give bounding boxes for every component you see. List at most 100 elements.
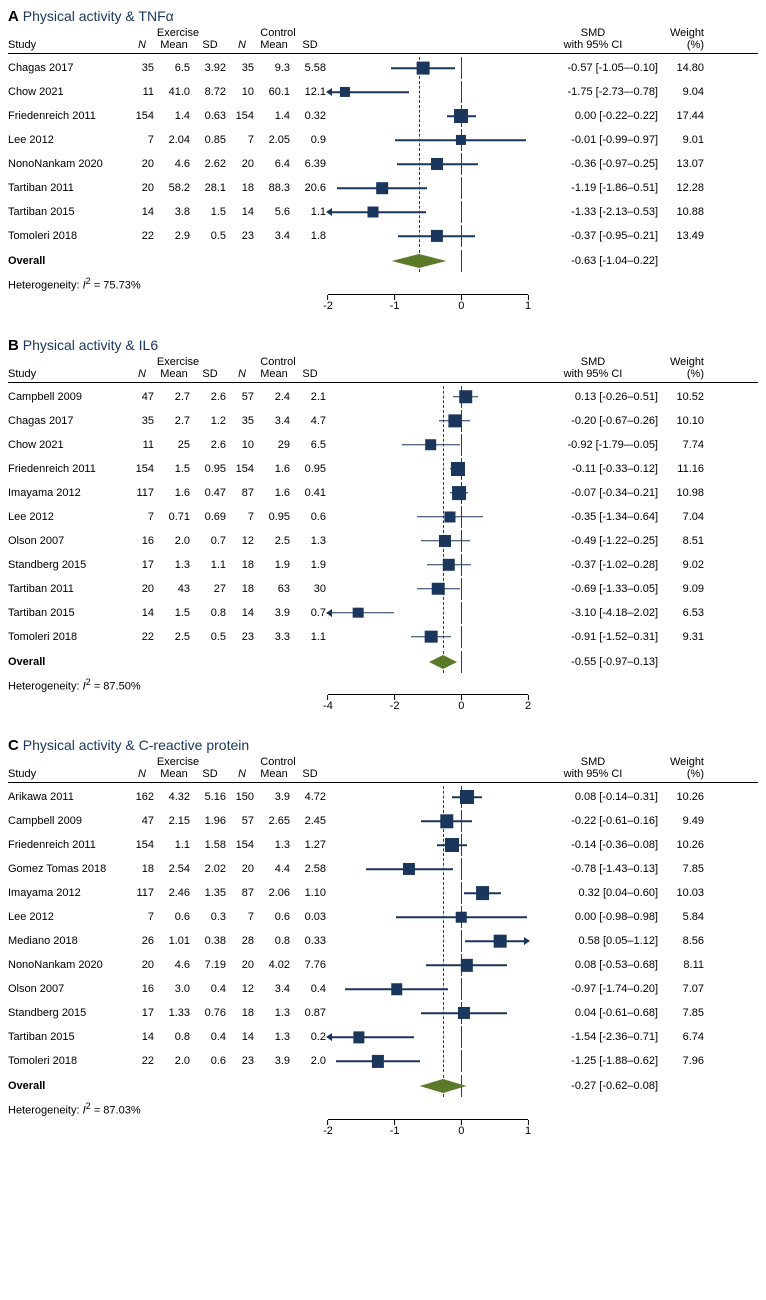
- cell-exercise-n: 14: [128, 607, 156, 619]
- cell-weight: 14.80: [658, 62, 704, 74]
- cell-exercise-sd: 7.19: [192, 959, 228, 971]
- cell-control-sd: 0.7: [292, 607, 328, 619]
- cell-exercise-mean: 1.3: [156, 559, 192, 571]
- cell-smd: -0.97 [-1.74–0.20]: [528, 983, 658, 995]
- cell-control-n: 87: [228, 487, 256, 499]
- x-tick: 2: [525, 695, 531, 712]
- cell-control-sd: 2.0: [292, 1055, 328, 1067]
- overall-line: [443, 882, 445, 904]
- cell-smd: 0.00 [-0.98–0.98]: [528, 911, 658, 923]
- cell-exercise-sd: 8.72: [192, 86, 228, 98]
- zero-line: [461, 626, 462, 648]
- panel-title: B Physical activity & IL6: [8, 337, 758, 354]
- forest-plot-panel: A Physical activity & TNFα Exercise Cont…: [8, 8, 758, 319]
- col-smd-ci: with 95% CI: [528, 768, 658, 780]
- cell-exercise-mean: 1.5: [156, 607, 192, 619]
- cell-control-sd: 12.1: [292, 86, 328, 98]
- cell-exercise-n: 47: [128, 815, 156, 827]
- point-estimate-marker: [353, 1032, 364, 1043]
- forest-plot-cell: [328, 57, 528, 79]
- cell-control-mean: 4.02: [256, 959, 292, 971]
- cell-smd: 0.08 [-0.53–0.68]: [528, 959, 658, 971]
- weight-header: Weight: [658, 356, 704, 368]
- point-estimate-marker: [403, 863, 415, 875]
- cell-exercise-mean: 1.4: [156, 110, 192, 122]
- cell-control-mean: 1.3: [256, 1007, 292, 1019]
- zero-line: [461, 602, 462, 624]
- cell-smd: -1.75 [-2.73–-0.78]: [528, 86, 658, 98]
- cell-study: Tartiban 2015: [8, 1031, 128, 1043]
- cell-exercise-sd: 1.1: [192, 559, 228, 571]
- point-estimate-marker: [456, 912, 467, 923]
- cell-weight: 7.85: [658, 863, 704, 875]
- table-row: Imayama 2012 117 1.6 0.47 87 1.6 0.41 -0…: [8, 481, 758, 505]
- cell-control-n: 23: [228, 1055, 256, 1067]
- panel-title: C Physical activity & C-reactive protein: [8, 737, 758, 754]
- overall-row: Overall -0.27 [-0.62–0.08]: [8, 1073, 758, 1099]
- cell-exercise-mean: 58.2: [156, 182, 192, 194]
- cell-exercise-sd: 0.6: [192, 1055, 228, 1067]
- cell-control-sd: 1.10: [292, 887, 328, 899]
- cell-smd: -0.63 [-1.04–0.22]: [528, 255, 658, 267]
- x-axis: -4 -2 0 2: [8, 694, 758, 719]
- cell-exercise-n: 17: [128, 1007, 156, 1019]
- point-estimate-marker: [376, 182, 388, 194]
- cell-control-mean: 0.95: [256, 511, 292, 523]
- table-row: Chagas 2017 35 6.5 3.92 35 9.3 5.58 -0.5…: [8, 56, 758, 80]
- cell-weight: 9.04: [658, 86, 704, 98]
- cell-control-sd: 0.03: [292, 911, 328, 923]
- table-row: Friedenreich 2011 154 1.4 0.63 154 1.4 0…: [8, 104, 758, 128]
- forest-plot-cell: [328, 506, 528, 528]
- smd-header: SMD: [528, 356, 658, 368]
- table-row: Tartiban 2015 14 1.5 0.8 14 3.9 0.7 -3.1…: [8, 601, 758, 625]
- col-smd-ci: with 95% CI: [528, 39, 658, 51]
- panel-letter: A: [8, 8, 19, 25]
- cell-control-n: 20: [228, 863, 256, 875]
- x-tick: -2: [390, 695, 400, 712]
- ci-arrow-left-icon: [326, 1033, 332, 1041]
- zero-line: [461, 177, 462, 199]
- cell-study: Tomoleri 2018: [8, 631, 128, 643]
- overall-line: [443, 458, 445, 480]
- smd-header: SMD: [528, 27, 658, 39]
- point-estimate-marker: [458, 1007, 470, 1019]
- table-row: NonoNankam 2020 20 4.6 2.62 20 6.4 6.39 …: [8, 152, 758, 176]
- cell-control-n: 154: [228, 110, 256, 122]
- cell-control-mean: 3.9: [256, 607, 292, 619]
- cell-exercise-n: 18: [128, 863, 156, 875]
- col-n: N: [128, 39, 156, 51]
- cell-smd: 0.13 [-0.26–0.51]: [528, 391, 658, 403]
- heterogeneity-text: Heterogeneity: I2 = 75.73%: [8, 276, 758, 292]
- col-n: N: [228, 368, 256, 380]
- cell-exercise-mean: 1.01: [156, 935, 192, 947]
- table-row: Friedenreich 2011 154 1.5 0.95 154 1.6 0…: [8, 457, 758, 481]
- cell-exercise-n: 20: [128, 959, 156, 971]
- x-tick: 0: [458, 1120, 464, 1137]
- cell-exercise-mean: 2.04: [156, 134, 192, 146]
- cell-study: Chagas 2017: [8, 415, 128, 427]
- table-row: Mediano 2018 26 1.01 0.38 28 0.8 0.33 0.…: [8, 929, 758, 953]
- overall-row: Overall -0.55 [-0.97–0.13]: [8, 649, 758, 675]
- cell-exercise-mean: 2.7: [156, 391, 192, 403]
- weight-header: Weight: [658, 27, 704, 39]
- x-tick: 0: [458, 295, 464, 312]
- cell-exercise-sd: 0.47: [192, 487, 228, 499]
- table-row: Tomoleri 2018 22 2.0 0.6 23 3.9 2.0 -1.2…: [8, 1049, 758, 1073]
- cell-weight: 7.85: [658, 1007, 704, 1019]
- table-row: Tomoleri 2018 22 2.9 0.5 23 3.4 1.8 -0.3…: [8, 224, 758, 248]
- cell-smd: -0.14 [-0.36–0.08]: [528, 839, 658, 851]
- cell-control-sd: 0.95: [292, 463, 328, 475]
- cell-study: NonoNankam 2020: [8, 959, 128, 971]
- cell-control-n: 154: [228, 839, 256, 851]
- cell-control-n: 35: [228, 415, 256, 427]
- x-axis: -2 -1 0 1: [8, 294, 758, 319]
- cell-control-mean: 3.9: [256, 791, 292, 803]
- overall-line: [443, 1050, 445, 1072]
- cell-study: Tartiban 2015: [8, 206, 128, 218]
- cell-weight: 10.10: [658, 415, 704, 427]
- table-super-header: Exercise Control SMD Weight: [8, 356, 758, 368]
- cell-control-sd: 6.5: [292, 439, 328, 451]
- table-header-row: Study N Mean SD N Mean SD with 95% CI (%…: [8, 368, 758, 380]
- ci-arrow-left-icon: [326, 609, 332, 617]
- cell-control-mean: 1.6: [256, 463, 292, 475]
